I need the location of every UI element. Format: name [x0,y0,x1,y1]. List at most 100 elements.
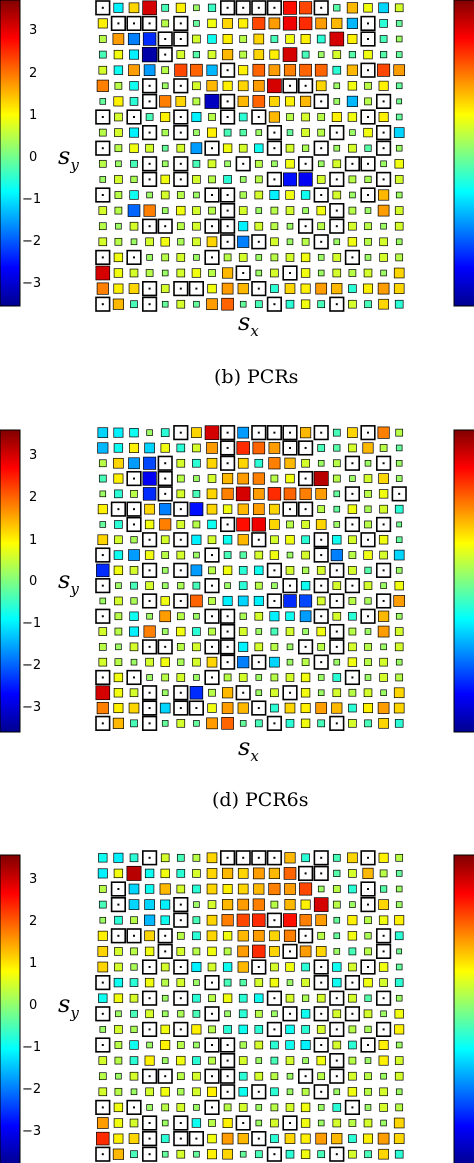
null-cell-dot [211,1106,213,1109]
heatmap-cell [193,1041,200,1049]
heatmap-cell [222,565,233,576]
heatmap-cell [332,1103,342,1112]
heatmap-cell [98,35,107,43]
heatmap-cell [129,127,139,138]
heatmap-cell [332,190,342,200]
heatmap-cell [177,1010,185,1018]
heatmap-cell [395,1041,403,1049]
heatmap-cell [364,1072,372,1081]
heatmap-cell [283,913,297,928]
heatmap-cell [393,1133,405,1144]
null-cell-dot [101,147,104,150]
heatmap-cell [237,702,249,714]
null-cell-dot [226,6,229,9]
heatmap-cell [208,175,216,184]
heatmap-cell [192,520,201,529]
heatmap-cell [239,551,247,559]
heatmap-cell [362,867,374,879]
null-cell-dot [179,997,182,1000]
heatmap-cell [192,175,201,184]
null-cell-box [360,15,376,32]
heatmap-cell [129,442,139,453]
heatmap-cell [317,689,325,697]
heatmap-cell [207,535,217,545]
heatmap-cell [96,701,109,715]
null-cell-dot [273,178,276,181]
heatmap-cell [223,1103,232,1112]
heatmap-cell [301,853,310,863]
null-cell-dot [351,162,354,165]
heatmap-cell [302,207,309,214]
heatmap-cell [348,443,357,453]
heatmap-cell [206,914,218,926]
heatmap-cell [207,159,217,169]
null-cell-dot [211,225,213,228]
null-cell-dot [351,981,354,984]
colorbar-d-tick-1: 1 [29,533,37,548]
heatmap-cell [267,78,282,94]
heatmap-cell [332,962,342,972]
null-cell-dot [179,38,182,40]
null-cell-dot [335,1153,338,1156]
colorbar-b-tick-m1: −1 [22,192,41,207]
heatmap-cell [315,488,328,500]
heatmap-cell [316,175,326,184]
heatmap-cell [236,913,250,927]
null-cell-dot [101,554,104,557]
heatmap-cell [317,444,326,452]
null-cell-dot [148,1028,151,1031]
heatmap-cell [269,930,280,942]
heatmap-cell [223,947,232,956]
null-cell-dot [133,22,135,25]
heatmap-cell [222,18,233,29]
null-cell-box [220,425,236,441]
heatmap-cell [332,581,342,590]
null-cell-box [126,1099,142,1115]
heatmap-cell [317,674,325,681]
heatmap-cell [285,253,295,262]
null-cell-box [142,990,158,1006]
heatmap-cell [113,2,124,13]
heatmap-cell [98,885,107,893]
heatmap-cell [114,612,123,621]
heatmap-cell [254,1071,264,1081]
null-cell-box [360,156,376,172]
heatmap-cell [347,112,358,122]
heatmap-cell [97,534,109,546]
null-cell-dot [320,6,323,9]
null-cell-dot [148,131,151,134]
heatmap-cell [193,191,200,199]
colorbar-d-tick-m1: −1 [22,616,41,631]
heatmap-cell [395,612,403,620]
heatmap-cell [285,627,295,636]
heatmap-cell [142,487,157,501]
heatmap-cell [176,1149,186,1159]
heatmap-cell [286,658,294,666]
null-cell-box [266,425,283,441]
heatmap-cell [333,238,341,246]
heatmap-cell [347,852,358,864]
heatmap-cell [145,657,154,667]
null-cell-dot [164,492,167,495]
heatmap-cell [97,946,109,957]
heatmap-cell [237,930,249,942]
heatmap-cell [300,1133,311,1144]
heatmap-cell [176,222,185,231]
null-cell-dot [101,1044,104,1046]
heatmap-cell [223,253,232,262]
heatmap-cell [192,34,201,44]
null-cell-box [313,140,329,156]
heatmap-cell [238,221,249,232]
heatmap-cell [254,565,264,576]
heatmap-cell [317,505,326,513]
heatmap-cell [300,1118,311,1128]
null-cell-dot [351,584,354,587]
heatmap-cell [237,883,249,895]
heatmap-grid-f [95,850,405,1162]
heatmap-cell [270,688,279,698]
heatmap-cell [99,490,107,498]
null-cell-box [157,928,173,944]
null-cell-box [282,943,298,959]
null-cell-box [313,1037,329,1053]
heatmap-cell [98,853,108,863]
